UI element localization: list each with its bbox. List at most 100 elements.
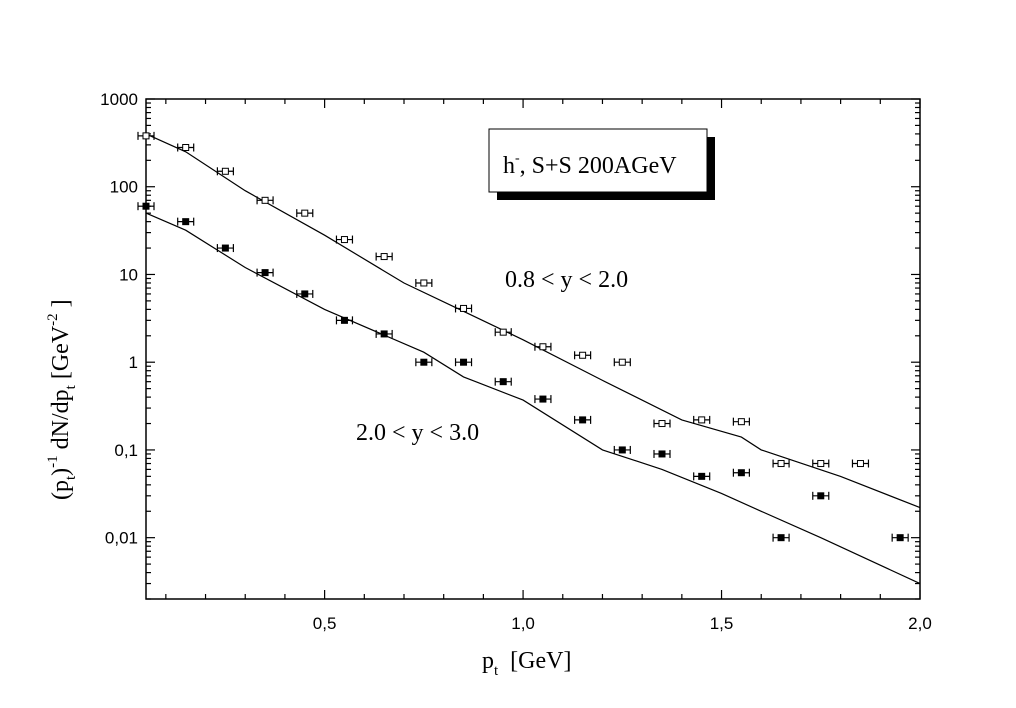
filled-data-point <box>216 244 234 253</box>
filled-data-point <box>772 533 790 542</box>
open-data-point <box>216 167 234 176</box>
open-data-point <box>296 209 314 218</box>
data-points <box>137 131 909 542</box>
marker <box>420 358 428 366</box>
open-data-point <box>534 342 552 351</box>
open-data-point <box>693 415 711 424</box>
marker <box>221 244 229 252</box>
x-tick-label: 2,0 <box>908 614 932 633</box>
marker <box>856 460 864 468</box>
filled-data-point <box>375 329 393 338</box>
open-data-point <box>256 196 274 205</box>
open-data-point <box>732 417 750 426</box>
marker <box>579 416 587 424</box>
marker <box>698 416 706 424</box>
open-data-point <box>375 252 393 261</box>
model-curve <box>145 133 921 509</box>
marker <box>301 209 309 217</box>
marker <box>737 418 745 426</box>
x-tick-label: 1,0 <box>511 614 535 633</box>
open-data-point <box>772 459 790 468</box>
y-tick-label: 100 <box>110 178 138 197</box>
marker <box>539 343 547 351</box>
legend-box-frame <box>488 128 708 193</box>
filled-data-point <box>891 533 909 542</box>
filled-data-point <box>534 395 552 404</box>
axis-ticks: 0,5 1,0 1,5 2,0 1000 100 10 1 0,1 0,01 <box>100 90 932 633</box>
marker <box>182 218 190 226</box>
open-data-point <box>653 419 671 428</box>
marker <box>817 460 825 468</box>
marker <box>618 446 626 454</box>
filled-data-point <box>653 449 671 458</box>
y-axis-label: (pt)-1 dN/dpt [GeV-2] <box>45 299 79 500</box>
marker <box>777 460 785 468</box>
filled-data-point <box>177 217 195 226</box>
x-axis-label: pt [GeV] <box>482 648 571 679</box>
open-data-point <box>613 358 631 367</box>
filled-data-point <box>812 491 830 500</box>
upper-series-label: 0.8 < y < 2.0 <box>505 267 628 293</box>
marker <box>499 378 507 386</box>
marker <box>579 351 587 359</box>
marker <box>340 236 348 244</box>
marker <box>460 304 468 312</box>
open-data-point <box>494 328 512 337</box>
open-data-point <box>574 351 592 360</box>
marker <box>737 469 745 477</box>
y-tick-label: 1 <box>129 353 138 372</box>
filled-data-point <box>415 358 433 367</box>
marker <box>817 492 825 500</box>
marker <box>261 196 269 204</box>
marker <box>221 167 229 175</box>
marker <box>380 330 388 338</box>
marker <box>499 328 507 336</box>
legend-box: h-, S+S 200AGeV <box>488 128 715 200</box>
marker <box>460 358 468 366</box>
x-tick-label: 0,5 <box>313 614 337 633</box>
filled-data-point <box>296 289 314 298</box>
y-tick-label: 0,01 <box>105 529 138 548</box>
marker <box>777 534 785 542</box>
marker <box>261 269 269 277</box>
open-data-point <box>851 459 870 468</box>
marker <box>658 450 666 458</box>
y-tick-label: 0,1 <box>114 441 138 460</box>
y-tick-label: 10 <box>119 265 138 284</box>
marker <box>142 132 150 140</box>
lower-series-label: 2.0 < y < 3.0 <box>356 420 479 446</box>
filled-data-point <box>335 316 354 325</box>
filled-data-point <box>574 415 592 424</box>
model-curves <box>145 133 921 585</box>
marker <box>380 253 388 261</box>
marker <box>539 395 547 403</box>
filled-data-point <box>732 468 750 477</box>
marker <box>182 144 190 152</box>
marker <box>698 472 706 480</box>
filled-data-point <box>454 358 473 367</box>
marker <box>142 202 150 210</box>
marker <box>420 279 428 287</box>
open-data-point <box>177 143 195 152</box>
y-tick-label: 1000 <box>100 90 138 109</box>
filled-data-point <box>613 445 631 454</box>
filled-data-point <box>494 377 512 386</box>
marker <box>340 316 348 324</box>
x-tick-label: 1,5 <box>710 614 734 633</box>
marker <box>301 290 309 298</box>
open-data-point <box>335 235 354 244</box>
open-data-point <box>415 278 433 287</box>
open-data-point <box>812 459 830 468</box>
open-data-point <box>137 131 155 140</box>
filled-data-point <box>693 472 711 481</box>
marker <box>618 358 626 366</box>
legend-text: h-, S+S 200AGeV <box>503 151 677 179</box>
model-curve <box>145 212 921 585</box>
filled-data-point <box>137 202 155 211</box>
marker <box>658 420 666 428</box>
plot-frame <box>145 98 921 600</box>
filled-data-point <box>256 268 274 277</box>
marker <box>896 534 904 542</box>
open-data-point <box>454 304 473 313</box>
